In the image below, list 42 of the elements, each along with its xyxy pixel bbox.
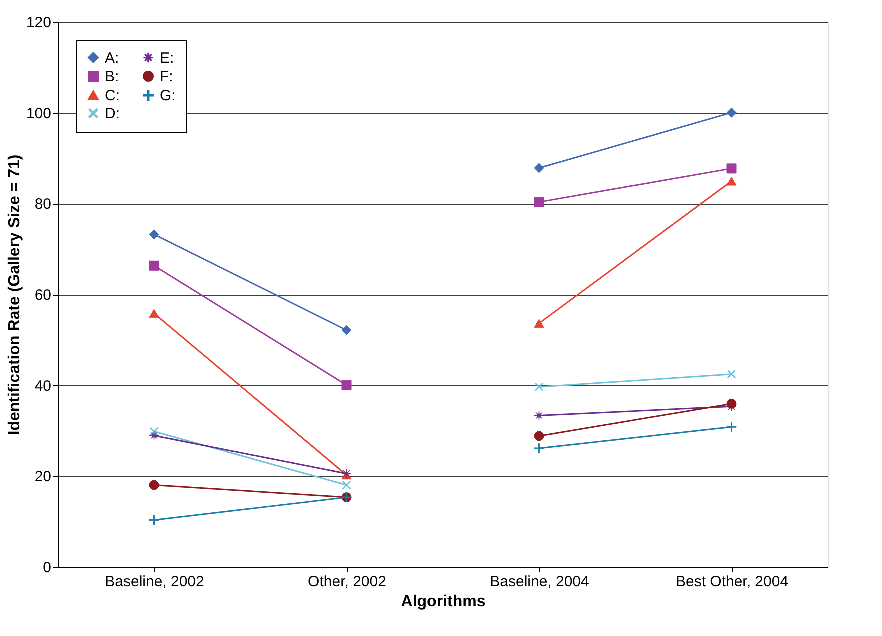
legend-label: B: — [105, 68, 120, 86]
point — [534, 443, 544, 454]
y-tick-label: 120 — [26, 14, 52, 32]
point — [726, 164, 737, 174]
x-tick-label: Baseline, 2004 — [490, 574, 590, 590]
y-tick-label: 20 — [34, 468, 52, 486]
point — [149, 230, 160, 240]
point — [534, 382, 544, 392]
x-tick-label: Other, 2002 — [308, 574, 386, 590]
point — [149, 309, 160, 318]
legend-label: E: — [160, 50, 174, 67]
point — [534, 410, 544, 421]
point — [534, 319, 544, 328]
point — [149, 260, 160, 271]
point — [149, 430, 160, 441]
y-tick-label: 40 — [34, 378, 52, 395]
y-tick-label: 60 — [34, 287, 52, 304]
x-tick-label: Baseline, 2002 — [105, 574, 204, 590]
legend-label: D: — [105, 106, 120, 122]
legend-label: A: — [105, 50, 120, 67]
point — [342, 325, 352, 336]
legend-label: G: — [160, 88, 176, 104]
point — [726, 398, 737, 409]
y-tick-label: 80 — [34, 196, 52, 214]
point — [727, 370, 736, 379]
point — [149, 480, 160, 490]
y-tick-label: 100 — [26, 105, 52, 122]
point — [534, 163, 544, 174]
legend-label: C: — [105, 88, 120, 104]
legend-label: F: — [160, 68, 174, 86]
point — [534, 197, 544, 208]
y-axis-title: Identification Rate (Gallery Size = 71) — [6, 154, 24, 436]
point — [726, 108, 737, 118]
point — [534, 431, 544, 442]
x-tick-label: Best Other, 2004 — [676, 574, 789, 590]
x-axis-title: Algorithms — [401, 594, 486, 610]
point — [342, 380, 352, 390]
y-tick-label: 0 — [43, 560, 52, 576]
point — [726, 177, 737, 186]
point — [149, 515, 160, 526]
point — [726, 422, 737, 432]
point — [342, 480, 352, 490]
